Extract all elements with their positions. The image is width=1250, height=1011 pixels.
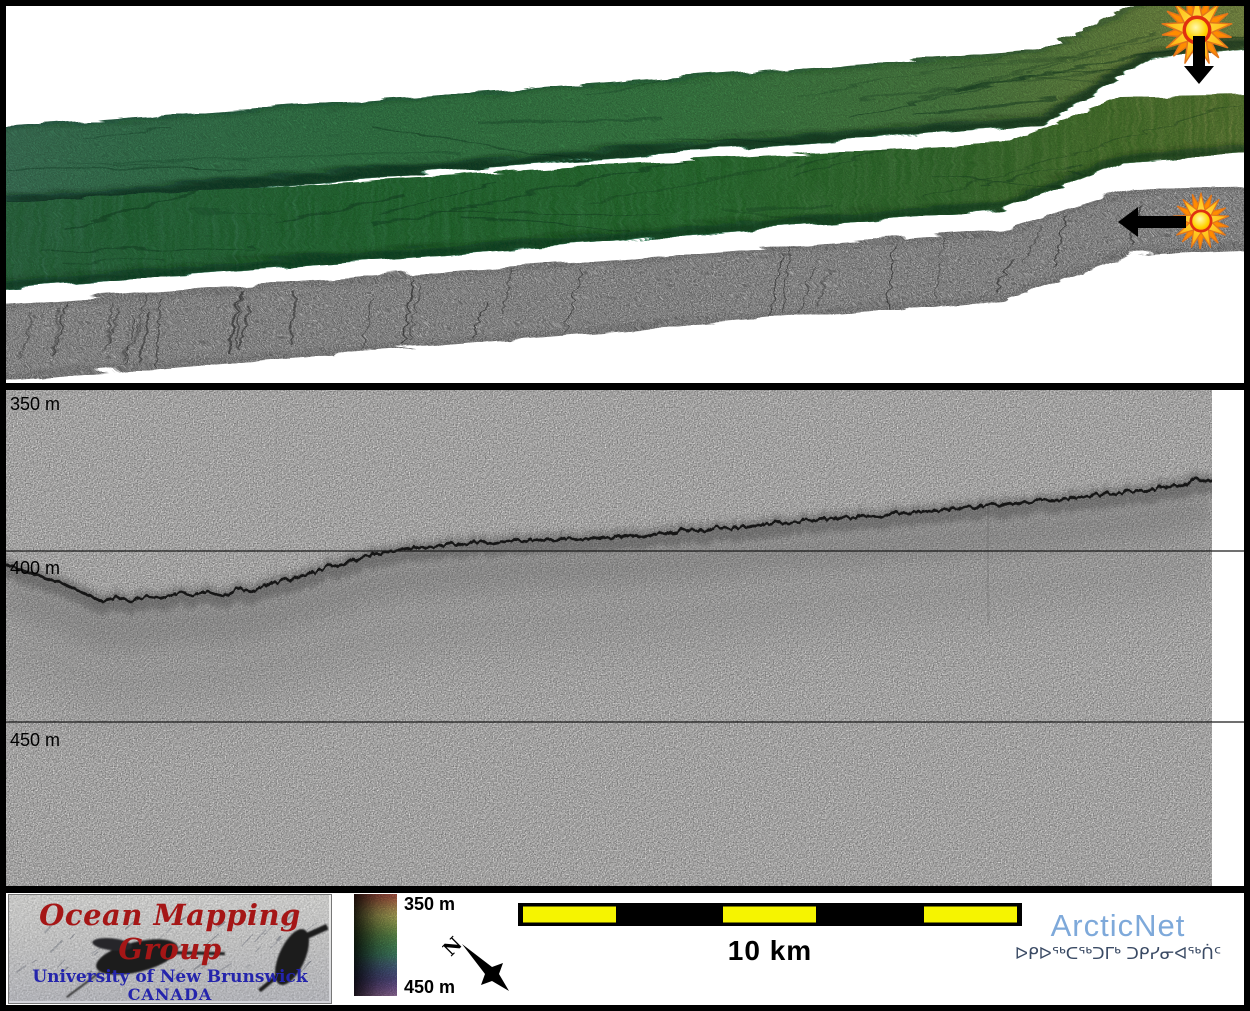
trawl-streak-lines bbox=[15, 203, 1210, 365]
omg-logo-background bbox=[9, 895, 329, 1001]
swath-panel bbox=[0, 0, 1250, 383]
down-arrow-icon bbox=[1184, 36, 1214, 84]
scale-bar-segment bbox=[523, 906, 616, 923]
depth-label-400: 400 m bbox=[10, 558, 60, 578]
colorbar-bottom-label: 450 m bbox=[404, 977, 456, 997]
depth-colorbar bbox=[354, 894, 397, 996]
scale-bar-segment bbox=[924, 906, 1017, 923]
depth-label-350: 350 m bbox=[10, 394, 60, 414]
compass-star bbox=[462, 944, 509, 991]
arcticnet-logo: ArcticNet ᐅᑭᐅᖅᑕᖅᑐᒥᒃ ᑐᑭᓯᓂᐊᖅᑏᑦ bbox=[990, 908, 1246, 965]
arcticnet-inuktitut: ᐅᑭᐅᖅᑕᖅᑐᒥᒃ ᑐᑭᓯᓂᐊᖅᑏᑦ bbox=[1014, 944, 1222, 964]
subbottom-profile-panel: 350 m 400 m 450 m bbox=[0, 390, 1250, 886]
depth-label-450: 450 m bbox=[10, 730, 60, 750]
north-arrow: N bbox=[442, 933, 509, 991]
omg-country: CANADA bbox=[127, 985, 213, 1004]
scale-bar bbox=[518, 903, 1022, 926]
omg-logo: Ocean Mapping Group University of New Br… bbox=[8, 894, 332, 1004]
arcticnet-name: ArcticNet bbox=[1050, 908, 1186, 943]
sonar-target-blob-right bbox=[258, 924, 329, 993]
panel-divider-bottom bbox=[0, 886, 1250, 893]
omg-university: University of New Brunswick bbox=[32, 967, 308, 987]
legend-bar: Ocean Mapping Group University of New Br… bbox=[6, 893, 1244, 1005]
scale-bar-label: 10 km bbox=[727, 935, 813, 966]
panel-divider-top bbox=[0, 383, 1250, 390]
colorbar-top-label: 350 m bbox=[404, 894, 456, 914]
left-arrow-icon bbox=[1118, 207, 1186, 237]
north-label: N bbox=[442, 933, 467, 961]
sonar-target-blob-left bbox=[66, 938, 225, 999]
echogram-data bbox=[0, 390, 1212, 886]
scale-bar-segment bbox=[723, 906, 816, 923]
omg-title: Ocean Mapping Group bbox=[39, 898, 301, 966]
